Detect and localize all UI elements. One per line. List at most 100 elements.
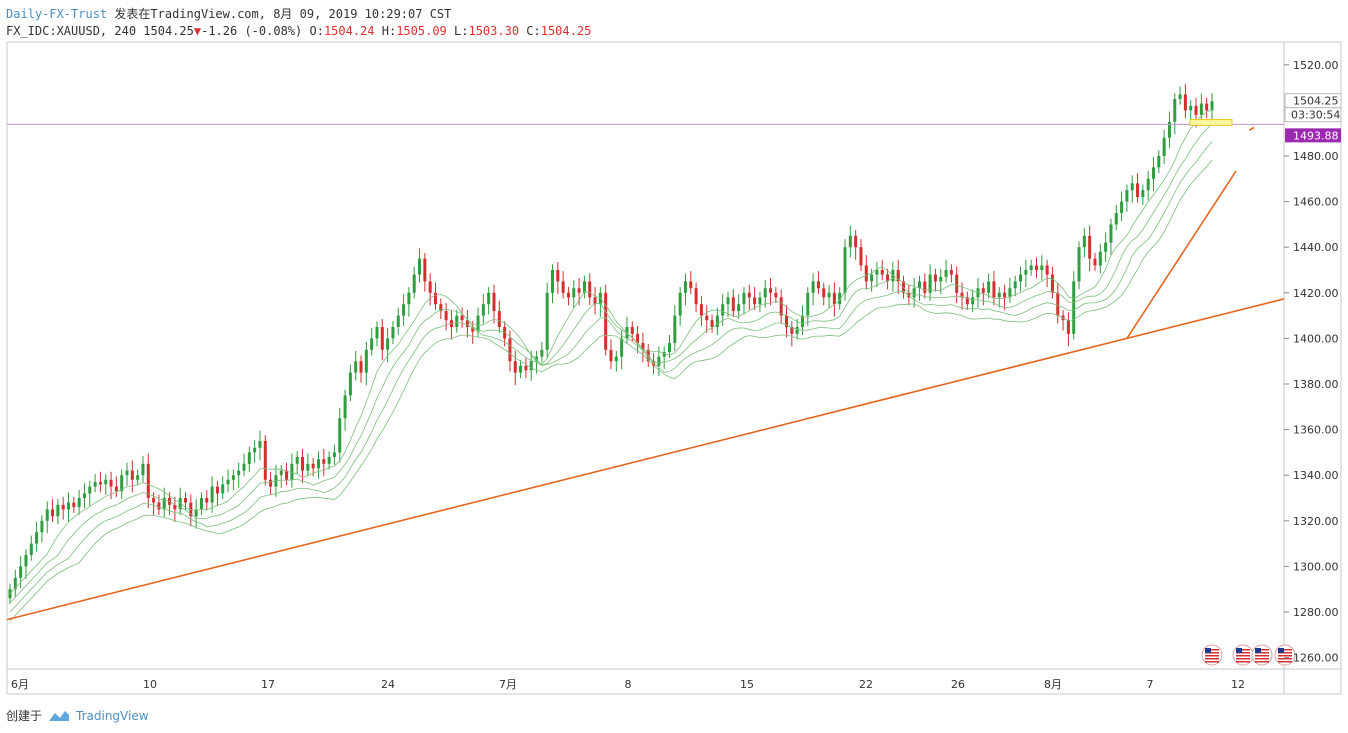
candle-body [540,349,544,357]
candle-body [864,265,868,282]
candle-body [1109,224,1113,243]
x-tick-label: 12 [1231,678,1245,691]
change-value: -1.26 (-0.08%) [201,24,303,38]
candle-body [1066,320,1070,334]
candle-body [620,338,624,357]
candle-body [715,315,719,327]
price-axis[interactable]: 1260.00 1280.00 1300.00 1320.00 1340.00 1360.… [1284,59,1339,665]
x-tick-label: 8 [625,678,632,691]
candle-body [753,297,757,305]
candle-body [731,297,735,312]
candle-body [917,281,921,289]
flag-stripe [1255,661,1269,663]
candle-body [1151,167,1155,179]
candle-body [354,361,358,373]
candle-body [1029,265,1033,270]
x-tick-label: 7月 [499,678,517,691]
candle-body [428,281,432,293]
tradingview-brand-link[interactable]: TradingView [76,708,149,723]
flag-stripe [1236,661,1250,663]
candle-body [455,315,459,327]
y-tick-label: 1480.00 [1293,150,1339,163]
candle-body [593,297,597,305]
candle-body [1178,94,1182,99]
candle-body [572,288,576,298]
candle-body [364,349,368,373]
candle-body [247,452,251,464]
candle-body [476,315,480,332]
candle-body [524,365,528,371]
candle-body [721,304,725,316]
y-tick-label: 1260.00 [1293,652,1339,665]
candle-body [588,281,592,298]
candle-body [683,281,687,293]
candle-body [402,304,406,316]
candle-body [843,247,847,293]
x-tick-label: 22 [859,678,873,691]
candle-body [301,456,305,471]
candle-body [173,504,177,510]
candle-body [487,292,491,305]
close-value: 1504.25 [540,24,592,38]
candle-body [769,288,773,293]
last-price-value: 1504.25 [143,24,194,38]
candle-body [242,463,246,471]
candle-body [508,338,512,362]
x-tick-label: 7 [1147,678,1154,691]
candle-body [1189,105,1193,111]
candle-body [130,470,134,480]
symbol-ohlc-line: FX_IDC:XAUUSD, 240 1504.25▼-1.26 (-0.08%… [6,24,591,38]
candle-body [460,315,464,321]
low-label: L: [454,24,469,38]
candle-body [1199,103,1203,115]
candle-body [13,577,17,590]
countdown-tag-label: 03:30:54 [1291,109,1340,122]
candle-body [359,361,363,373]
candle-body [758,297,762,305]
candle-body [82,493,86,498]
candle-body [136,475,140,480]
candle-body [1072,281,1076,334]
flag-stripe [1255,658,1269,660]
candle-body [380,327,384,350]
candle-body [1104,242,1108,252]
y-tick-label: 1520.00 [1293,59,1339,72]
candle-body [1167,121,1171,138]
candle-body [253,447,257,453]
candle-body [343,395,347,419]
high-value: 1505.09 [396,24,447,38]
time-axis[interactable]: 6月 10 17 24 7月 8 15 22 26 8月 7 12 [11,678,1245,691]
candle-body [694,288,698,305]
candle-body [933,274,937,282]
author-name[interactable]: Daily-FX-Trust [6,7,108,21]
envelope-line [9,141,1213,613]
candle-body [1024,270,1028,275]
candle-body [316,459,320,469]
candle-body [45,509,49,521]
candle-body [194,509,198,517]
candle-body [981,288,985,293]
candle-body [944,270,948,277]
candle-body [88,486,92,494]
candle-body [1050,274,1054,293]
candle-body [630,327,634,334]
flag-stripe [1205,649,1219,651]
candle-body [465,320,469,327]
y-tick-label: 1400.00 [1293,332,1339,345]
open-value: 1504.24 [323,24,375,38]
candle-body [125,470,129,476]
y-tick-label: 1320.00 [1293,515,1339,528]
x-tick-label: 8月 [1044,678,1062,691]
chart-frame [6,41,1342,695]
candle-body [1157,156,1161,168]
candle-body [215,486,219,494]
candle-body [98,482,102,485]
candle-body [806,292,810,316]
x-tick-label: 10 [143,678,157,691]
x-tick-label: 24 [381,678,395,691]
candle-body [327,456,331,464]
flag-stripe [1236,655,1250,657]
tradingview-logo-icon [49,710,70,721]
